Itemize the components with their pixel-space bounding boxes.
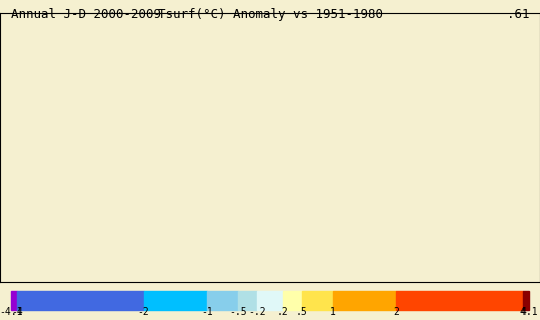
Bar: [144, 291, 207, 310]
Bar: [238, 291, 258, 310]
Text: .2: .2: [277, 307, 288, 317]
Text: 1: 1: [330, 307, 336, 317]
Bar: [17, 291, 144, 310]
Bar: [282, 291, 302, 310]
Bar: [207, 291, 238, 310]
Text: -.2: -.2: [248, 307, 266, 317]
Text: -4: -4: [11, 307, 23, 317]
Text: .61: .61: [507, 8, 529, 21]
Bar: [302, 291, 333, 310]
Bar: [396, 291, 523, 310]
Text: 2: 2: [394, 307, 400, 317]
Bar: [523, 291, 529, 310]
Text: -1: -1: [201, 307, 213, 317]
Text: .5: .5: [296, 307, 307, 317]
Text: Annual J-D 2000-2009: Annual J-D 2000-2009: [11, 8, 161, 21]
Text: 4.1: 4.1: [521, 307, 538, 317]
Text: 4: 4: [520, 307, 526, 317]
Text: -4.1: -4.1: [0, 307, 23, 317]
Text: -2: -2: [138, 307, 150, 317]
Bar: [258, 291, 282, 310]
Text: Tsurf(°C) Anomaly vs 1951-1980: Tsurf(°C) Anomaly vs 1951-1980: [158, 8, 382, 21]
Text: -.5: -.5: [230, 307, 247, 317]
Bar: [11, 291, 17, 310]
Bar: [333, 291, 396, 310]
